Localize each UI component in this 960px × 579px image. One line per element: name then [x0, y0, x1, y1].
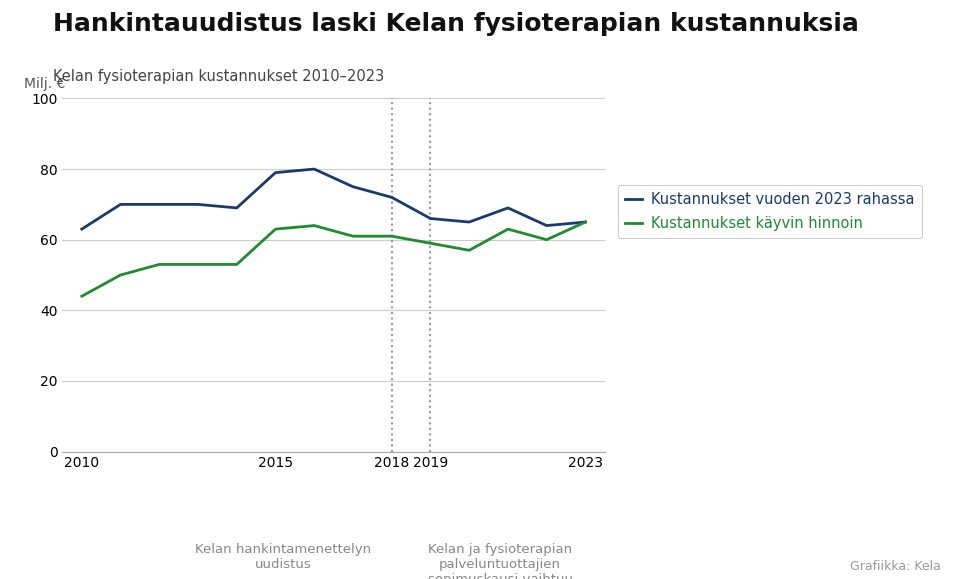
Text: Grafiikka: Kela: Grafiikka: Kela [850, 560, 941, 573]
Text: Hankintauudistus laski Kelan fysioterapian kustannuksia: Hankintauudistus laski Kelan fysioterapi… [53, 12, 858, 35]
Text: Kelan hankintamenettelyn
uudistus: Kelan hankintamenettelyn uudistus [195, 544, 372, 571]
Text: Kelan ja fysioterapian
palveluntuottajien
sopimuskausi vaihtuu: Kelan ja fysioterapian palveluntuottajie… [428, 544, 573, 579]
Text: Kelan fysioterapian kustannukset 2010–2023: Kelan fysioterapian kustannukset 2010–20… [53, 69, 384, 85]
Text: Milj. €: Milj. € [24, 78, 65, 91]
Legend: Kustannukset vuoden 2023 rahassa, Kustannukset käyvin hinnoin: Kustannukset vuoden 2023 rahassa, Kustan… [617, 185, 922, 238]
